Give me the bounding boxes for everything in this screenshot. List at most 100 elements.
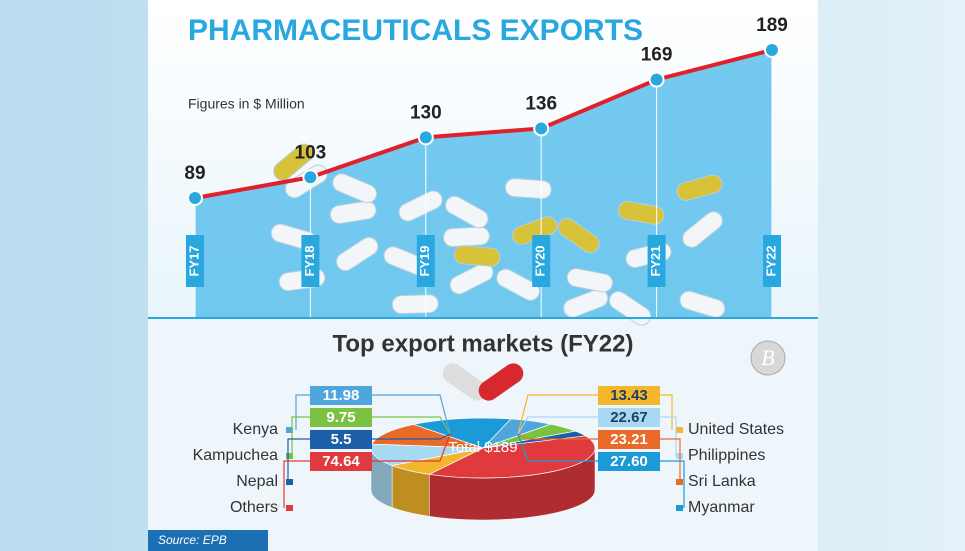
pill-decoration [449, 262, 494, 295]
pill-decoration [329, 200, 377, 224]
marker [302, 169, 319, 186]
connector [372, 416, 451, 435]
value-label: 189 [756, 15, 788, 36]
pie-slice [412, 417, 512, 449]
legend-swatch [286, 427, 293, 433]
chart-title: PHARMACEUTICALS EXPORTS [188, 14, 643, 47]
category-box [763, 235, 781, 287]
pill-decoration [335, 236, 379, 272]
value-label: 22.67 [610, 409, 648, 426]
pie-slice [428, 435, 596, 479]
connector [517, 433, 598, 440]
source: Source: EPB [158, 533, 227, 547]
marker [764, 42, 780, 58]
pill-decoration [563, 288, 609, 318]
value-label: 5.5 [331, 431, 352, 448]
center-label: Total $189 [448, 439, 517, 456]
value-box [310, 386, 372, 405]
value-label: 130 [410, 102, 442, 123]
x-tick-label: FY17 [186, 245, 201, 276]
legend-swatch [286, 453, 293, 459]
value-label: 89 [184, 163, 205, 184]
pill-decoration [557, 218, 600, 254]
connector [283, 460, 310, 508]
pill-decoration [391, 294, 439, 315]
pill-decoration [617, 200, 665, 225]
legend-swatch [676, 479, 683, 485]
x-tick-label: FY19 [417, 245, 432, 276]
pill-decoration [398, 190, 443, 222]
value-label: 74.64 [322, 453, 360, 470]
connector [291, 416, 310, 456]
legend-swatch [286, 505, 293, 511]
category-box [532, 235, 551, 287]
pill-decoration [682, 211, 723, 248]
value-label: 136 [525, 93, 557, 114]
connector [517, 433, 598, 462]
connector [517, 416, 598, 435]
category-box [647, 235, 666, 287]
legend-label: Others [230, 499, 278, 516]
value-label: 11.98 [323, 387, 360, 404]
connector [660, 416, 677, 456]
x-tick-label: FY18 [302, 245, 317, 276]
x-tick-label: FY21 [648, 245, 663, 276]
legend-label: Nepal [236, 473, 278, 490]
value-box [310, 452, 372, 471]
pill-decoration [504, 178, 552, 200]
connector [287, 438, 310, 482]
pill-decoration [273, 143, 314, 181]
pie-slice [371, 424, 484, 449]
pill-decoration [445, 195, 489, 229]
value-label: 9.75 [326, 409, 355, 426]
marker [187, 190, 203, 206]
connector [372, 433, 451, 440]
pill-decoration [496, 268, 540, 301]
source-bar [148, 530, 268, 551]
value-label: 23.21 [610, 431, 648, 448]
marker [417, 129, 434, 146]
legend-label: Kenya [233, 421, 278, 438]
legend-swatch [676, 505, 683, 511]
connector [660, 438, 681, 482]
chart-subtitle: Figures in $ Million [188, 96, 305, 112]
marker [648, 71, 665, 88]
value-label: 27.60 [610, 453, 648, 470]
value-box [310, 408, 372, 427]
value-label: 13.43 [610, 387, 648, 404]
line [194, 48, 773, 200]
area [195, 50, 772, 318]
legend-swatch [676, 427, 683, 433]
legend-label: Philippines [688, 447, 765, 464]
value-box [310, 430, 372, 449]
x-tick-label: FY22 [763, 245, 778, 276]
value-box [598, 386, 660, 405]
pill-decoration [566, 268, 614, 293]
legend-swatch [286, 479, 293, 485]
category-box [301, 235, 320, 287]
connector [660, 394, 673, 430]
pill-decoration [442, 226, 490, 248]
svg-text:B: B [761, 345, 774, 370]
value-label: 169 [641, 45, 673, 66]
logo: B [750, 340, 786, 376]
legend-label: Sri Lanka [688, 473, 756, 490]
value-label: 103 [295, 142, 327, 163]
value-box [598, 430, 660, 449]
pie-title: Top export markets (FY22) [333, 330, 634, 357]
connector [660, 460, 685, 508]
capsule-icon [442, 363, 524, 401]
category-box [416, 235, 435, 287]
x-tick-label: FY20 [533, 245, 548, 276]
pill-decoration [676, 174, 723, 201]
pill-decoration [608, 290, 652, 326]
connector [295, 394, 310, 430]
marker [533, 120, 550, 137]
pill-decoration [679, 290, 726, 318]
connector [517, 394, 598, 435]
value-box [598, 408, 660, 427]
legend-label: United States [688, 421, 784, 438]
legend-label: Myanmar [688, 499, 755, 516]
value-box [598, 452, 660, 471]
connector [372, 394, 451, 435]
